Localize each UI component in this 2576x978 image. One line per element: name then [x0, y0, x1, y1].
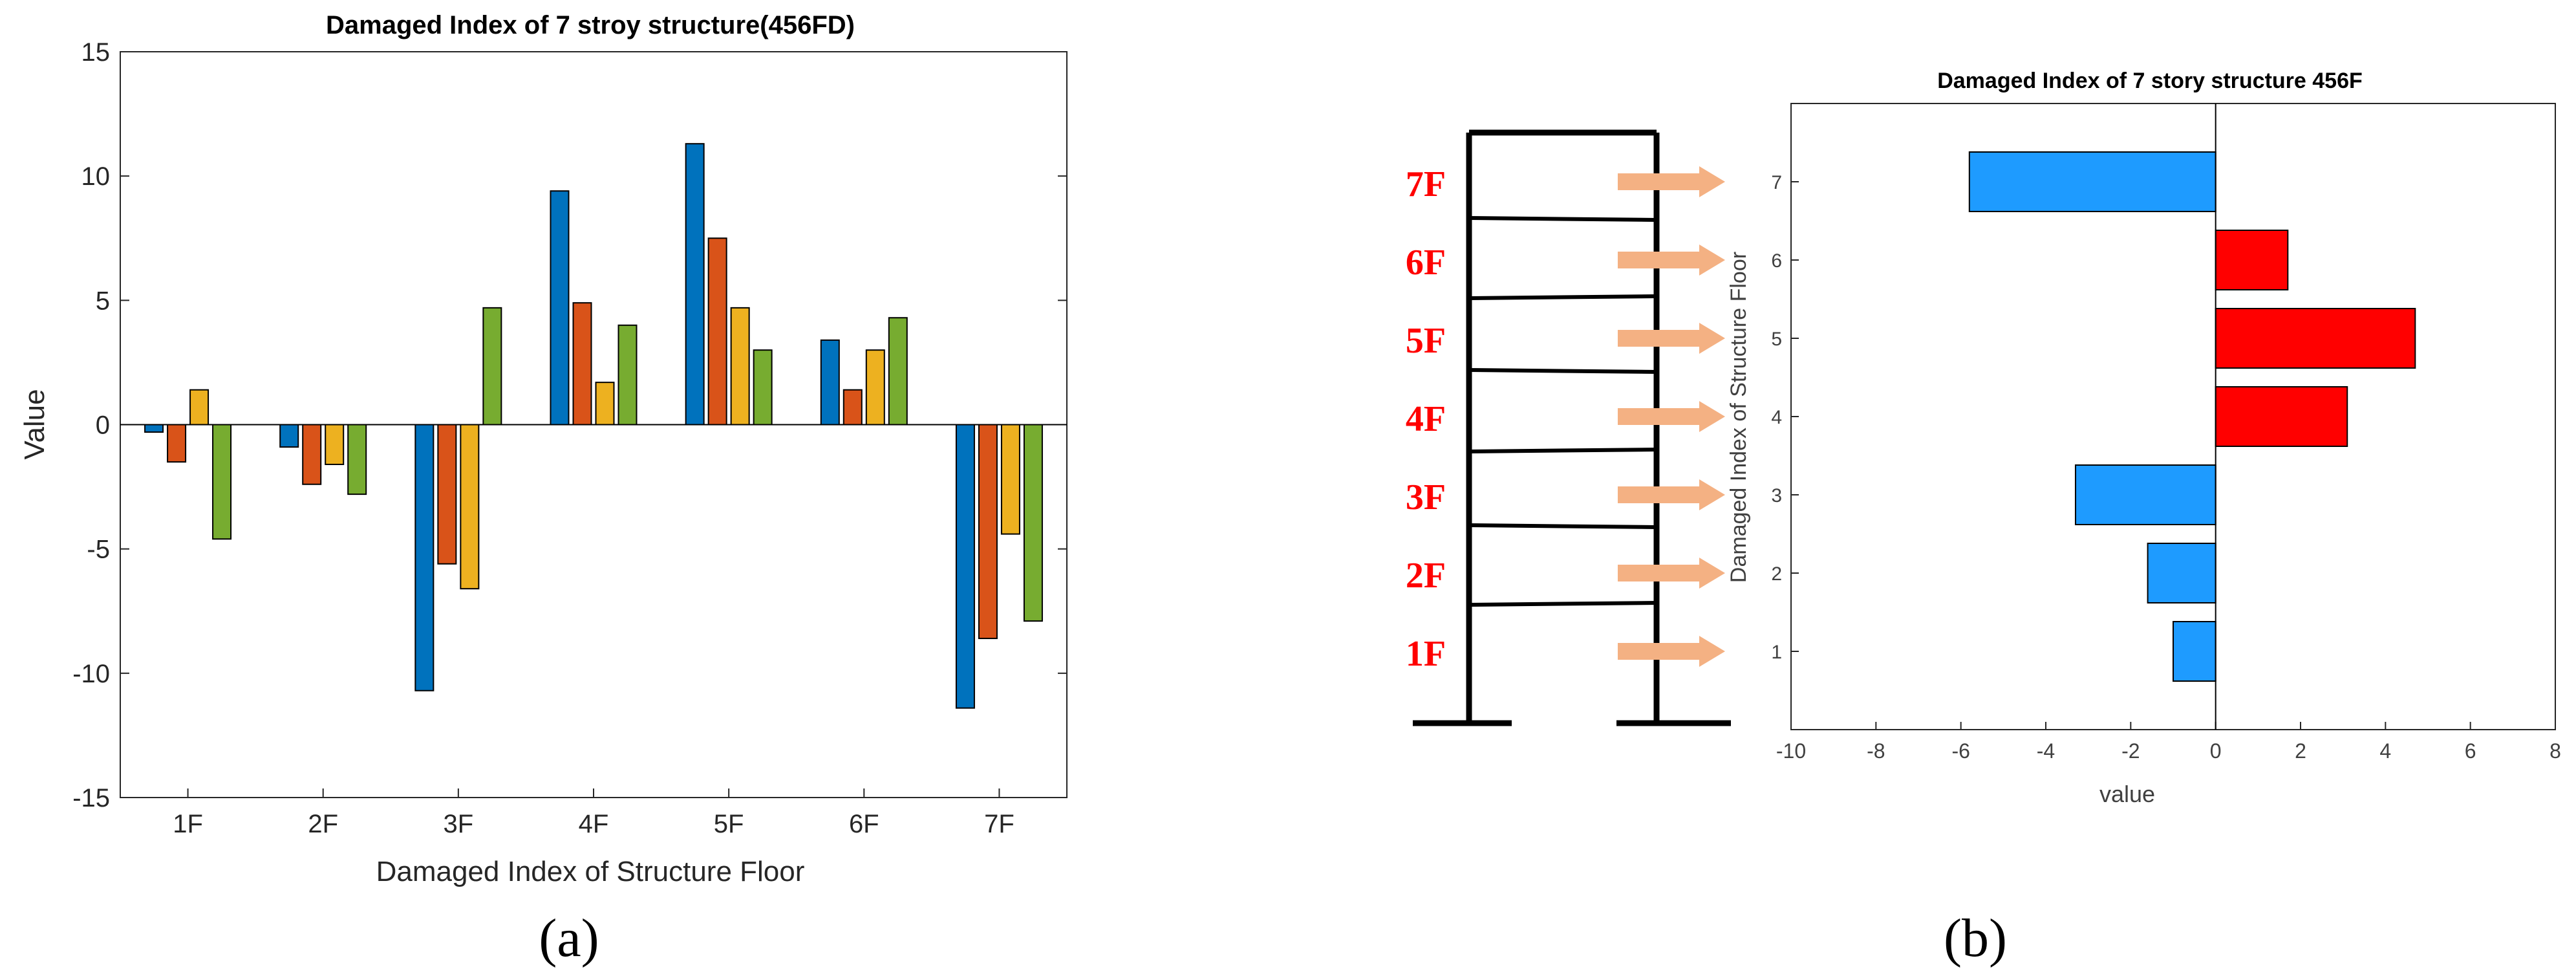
panel-a-xtick-label: 5F [714, 810, 744, 838]
frame-floor-slab [1468, 368, 1657, 374]
panel-b-xtick-label: 8 [2549, 739, 2561, 763]
panel-a-ytick-label: 0 [96, 411, 110, 440]
panel-b-bar-floor-2 [2147, 543, 2216, 603]
panel-a-bar-1F-s3 [189, 389, 209, 426]
floor-label-3F: 3F [1406, 477, 1446, 517]
panel-a-bar-2F-s3 [325, 424, 345, 465]
panel-b-horizontal-bar-chart: 1F 2F 3F 4F 5F 6F 7F Damaged Index of 7 story … [1406, 69, 2561, 968]
floor-label-1F: 1F [1406, 634, 1446, 674]
frame-floor-slab [1468, 294, 1657, 300]
panel-b-axes-box [1790, 103, 2556, 730]
panel-a-bar-4F-s4 [617, 324, 638, 426]
panel-b-xtick-label: -6 [1951, 739, 1970, 763]
panel-a-ytick-label: 10 [81, 162, 111, 191]
panel-a-bar-3F-s3 [460, 424, 480, 590]
panel-b-xtick-label: -8 [1867, 739, 1885, 763]
panel-b-xtick-label: 2 [2295, 739, 2306, 763]
frame-floor-slab [1468, 216, 1657, 222]
floor-arrow-6F [1618, 244, 1725, 276]
panel-a-bar-2F-s1 [279, 424, 299, 448]
panel-a-bar-7F-s3 [1000, 424, 1020, 535]
panel-b-bar-floor-5 [2215, 308, 2416, 369]
panel-b-xtick-label: -4 [2037, 739, 2055, 763]
panel-a-xtick-label: 4F [579, 810, 609, 838]
panel-a-bar-6F-s1 [820, 339, 840, 426]
panel-a-bar-2F-s4 [347, 424, 367, 495]
panel-a-bar-1F-s4 [212, 424, 232, 540]
panel-a-bar-3F-s1 [414, 424, 435, 691]
panel-b-bar-floor-4 [2215, 386, 2348, 447]
panel-b-ytick-label: 4 [1771, 407, 1782, 428]
panel-b-xtick-label: 6 [2465, 739, 2476, 763]
panel-a-ytick-label: -5 [87, 536, 110, 564]
panel-a-title: Damaged Index of 7 stroy structure(456FD… [326, 11, 855, 39]
panel-b-bar-floor-1 [2173, 621, 2216, 682]
panel-a-bar-1F-s1 [144, 424, 164, 433]
floor-label-7F: 7F [1406, 164, 1446, 204]
panel-b-xtick-label: -2 [2121, 739, 2140, 763]
panel-a-bar-5F-s2 [707, 237, 727, 426]
panel-a-ytick-label: -15 [72, 784, 110, 812]
floor-label-2F: 2F [1406, 556, 1446, 596]
floor-arrow-1F [1618, 636, 1725, 667]
panel-b-bar-floor-6 [2215, 230, 2289, 290]
panel-a-bar-4F-s1 [550, 190, 570, 426]
panel-b-bar-floor-3 [2074, 464, 2216, 525]
panel-a-bar-7F-s4 [1023, 424, 1043, 622]
floor-arrow-4F [1618, 401, 1725, 432]
panel-a-bar-6F-s4 [888, 317, 908, 426]
panel-a-bar-6F-s3 [865, 349, 885, 426]
panel-a-bar-4F-s2 [572, 302, 592, 426]
panel-a-xtick-label: 7F [984, 810, 1014, 838]
panel-a-bar-5F-s1 [685, 143, 705, 426]
panel-b-ytick-label: 6 [1771, 250, 1782, 272]
panel-a-xtick-label: 3F [444, 810, 474, 838]
panel-b-ytick-label: 5 [1771, 329, 1782, 350]
floor-arrow-5F [1618, 323, 1725, 354]
panel-a-bar-1F-s2 [167, 424, 187, 463]
panel-a-xlabel: Damaged Index of Structure Floor [376, 856, 805, 887]
panel-a-ytick-label: -10 [72, 660, 110, 688]
panel-a-xtick-label: 6F [849, 810, 879, 838]
panel-b-xtick-label: 4 [2379, 739, 2391, 763]
panel-b-caption: (b) [1944, 908, 2007, 968]
panel-a-bar-5F-s3 [730, 307, 750, 426]
floor-label-5F: 5F [1406, 321, 1446, 361]
frame-floor-slab [1468, 448, 1657, 453]
panel-a-bar-3F-s2 [437, 424, 457, 565]
panel-a-caption: (a) [539, 908, 599, 968]
panel-b-title: Damaged Index of 7 story structure 456F [1937, 69, 2363, 93]
floor-arrow-3F [1618, 479, 1725, 510]
frame-floor-slab [1468, 601, 1657, 607]
panel-b-ytick-label: 2 [1771, 563, 1782, 585]
panel-b-ytick-label: 1 [1771, 642, 1782, 663]
panel-a-xtick-label: 2F [308, 810, 338, 838]
panel-a-bar-5F-s4 [753, 349, 773, 426]
panel-b-ytick-label: 7 [1771, 172, 1782, 193]
floor-arrow-2F [1618, 558, 1725, 589]
floor-label-4F: 4F [1406, 399, 1446, 439]
panel-a-xtick-label: 1F [173, 810, 203, 838]
panel-b-bar-floor-7 [1968, 151, 2216, 212]
panel-b-ylabel: Damaged Index of Structure Floor [1726, 252, 1751, 583]
panel-a-ylabel: Value [19, 389, 50, 459]
panel-a-bar-4F-s3 [595, 382, 615, 426]
panel-a-ytick-label: 15 [81, 38, 111, 67]
frame-floor-slab [1468, 523, 1657, 529]
floor-label-6F: 6F [1406, 243, 1446, 283]
panel-b-xtick-label: 0 [2210, 739, 2222, 763]
panel-a-bar-3F-s4 [482, 307, 502, 426]
panel-a-vertical-bar-chart: Damaged Index of 7 stroy structure(456FD… [19, 11, 1068, 968]
panel-b-xtick-label: -10 [1776, 739, 1806, 763]
panel-a-bar-2F-s2 [302, 424, 322, 485]
building-frame-diagram: 1F 2F 3F 4F 5F 6F 7F [1406, 129, 1731, 726]
panel-a-bar-6F-s2 [843, 389, 863, 426]
floor-arrow-7F [1618, 166, 1725, 197]
panel-b-xlabel: value [2099, 781, 2155, 807]
panel-a-bar-7F-s1 [955, 424, 975, 709]
panel-b-ytick-label: 3 [1771, 485, 1782, 506]
panel-a-ytick-label: 5 [96, 287, 110, 315]
panel-a-bar-7F-s2 [978, 424, 998, 640]
